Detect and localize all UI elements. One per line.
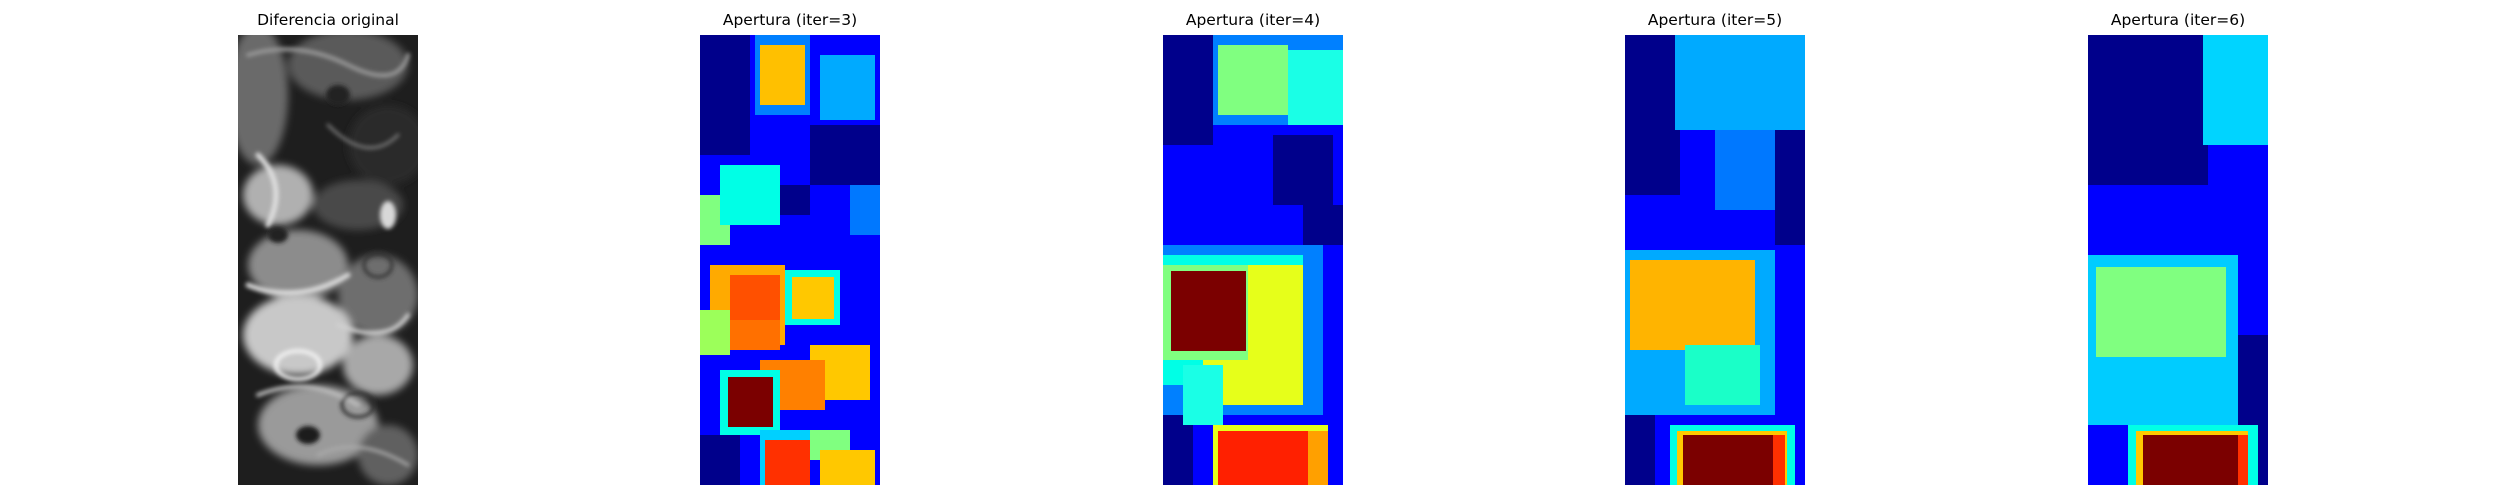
panel-original: Diferencia original [238,0,418,500]
colormap-image [700,35,880,485]
panel-title: Apertura (iter=6) [2110,11,2246,29]
panel-opening-iter-4: Apertura (iter=4) [1163,0,1343,500]
colormap-image [1625,35,1805,485]
panel-opening-iter-3: Apertura (iter=3) [700,0,880,500]
panel-title: Apertura (iter=3) [722,11,858,29]
colormap-image [2088,35,2268,485]
grayscale-image [238,35,418,485]
colormap-image [1163,35,1343,485]
panel-opening-iter-6: Apertura (iter=6) [2088,0,2268,500]
panel-title: Diferencia original [257,11,399,29]
panel-title: Apertura (iter=4) [1185,11,1321,29]
panel-title: Apertura (iter=5) [1647,11,1783,29]
panel-opening-iter-5: Apertura (iter=5) [1625,0,1805,500]
